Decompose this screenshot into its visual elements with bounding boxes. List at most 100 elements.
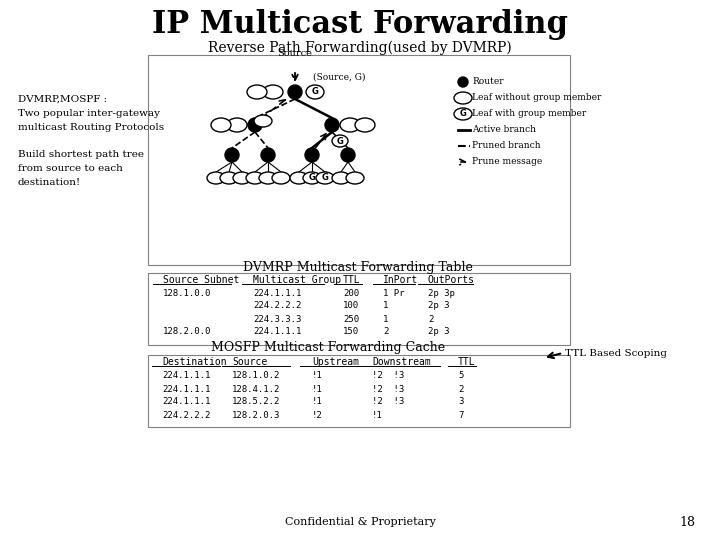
Circle shape	[288, 85, 302, 99]
Text: Source: Source	[232, 357, 267, 367]
Text: 128.2.0.3: 128.2.0.3	[232, 410, 280, 420]
Circle shape	[305, 148, 319, 162]
FancyBboxPatch shape	[148, 273, 570, 345]
Text: TTL: TTL	[343, 275, 361, 285]
Ellipse shape	[346, 172, 364, 184]
Ellipse shape	[316, 172, 334, 184]
Text: 128.5.2.2: 128.5.2.2	[232, 397, 280, 407]
Text: Leaf with group member: Leaf with group member	[472, 110, 586, 118]
Text: 224.1.1.1: 224.1.1.1	[162, 397, 210, 407]
Text: !2: !2	[312, 410, 323, 420]
Text: 1 Pr: 1 Pr	[383, 288, 405, 298]
Ellipse shape	[259, 172, 277, 184]
Ellipse shape	[246, 172, 264, 184]
Text: 7: 7	[458, 410, 464, 420]
Text: 1: 1	[383, 301, 388, 310]
Text: Pruned branch: Pruned branch	[472, 141, 541, 151]
Ellipse shape	[290, 172, 308, 184]
Text: TTL Based Scoping: TTL Based Scoping	[565, 348, 667, 357]
Text: TTL: TTL	[458, 357, 476, 367]
Text: G: G	[312, 87, 318, 97]
Ellipse shape	[272, 172, 290, 184]
Text: 224.2.2.2: 224.2.2.2	[253, 301, 302, 310]
Text: !2  !3: !2 !3	[372, 384, 404, 394]
Text: 200: 200	[343, 288, 359, 298]
Text: !1: !1	[372, 410, 383, 420]
Text: 2: 2	[383, 327, 388, 336]
Text: Build shortest path tree
from source to each
destination!: Build shortest path tree from source to …	[18, 150, 144, 187]
Text: G: G	[322, 173, 328, 183]
Ellipse shape	[454, 92, 472, 104]
Text: 128.1.0.0: 128.1.0.0	[163, 288, 212, 298]
Ellipse shape	[306, 85, 324, 99]
Text: Confidential & Proprietary: Confidential & Proprietary	[284, 517, 436, 527]
Text: DVMRP Multicast Forwarding Table: DVMRP Multicast Forwarding Table	[243, 261, 473, 274]
Text: Source Subnet: Source Subnet	[163, 275, 239, 285]
Text: Leaf without group member: Leaf without group member	[472, 93, 601, 103]
Ellipse shape	[211, 118, 231, 132]
Text: Source: Source	[278, 49, 312, 58]
Text: 128.2.0.0: 128.2.0.0	[163, 327, 212, 336]
Text: 2p 3p: 2p 3p	[428, 288, 455, 298]
Circle shape	[341, 148, 355, 162]
Ellipse shape	[454, 108, 472, 120]
Text: !1: !1	[312, 397, 323, 407]
Ellipse shape	[303, 172, 321, 184]
Ellipse shape	[263, 85, 283, 99]
Text: DVMRP,MOSPF :
Two popular inter-gateway
multicast Routing Protocols: DVMRP,MOSPF : Two popular inter-gateway …	[18, 95, 164, 132]
Text: 224.1.1.1: 224.1.1.1	[253, 288, 302, 298]
Text: 1: 1	[383, 314, 388, 323]
Text: 2p 3: 2p 3	[428, 301, 449, 310]
Text: InPort: InPort	[383, 275, 418, 285]
Text: 2: 2	[458, 384, 464, 394]
Text: 2: 2	[428, 314, 433, 323]
Text: 224.2.2.2: 224.2.2.2	[162, 410, 210, 420]
Text: 224.1.1.1: 224.1.1.1	[253, 327, 302, 336]
Text: MOSFP Multicast Forwarding Cache: MOSFP Multicast Forwarding Cache	[211, 341, 445, 354]
Ellipse shape	[227, 118, 247, 132]
Ellipse shape	[340, 118, 360, 132]
Text: 128.4.1.2: 128.4.1.2	[232, 384, 280, 394]
Text: IP Multicast Forwarding: IP Multicast Forwarding	[152, 10, 568, 40]
Text: 224.1.1.1: 224.1.1.1	[162, 370, 210, 380]
FancyBboxPatch shape	[148, 55, 570, 265]
Ellipse shape	[332, 135, 348, 147]
Text: OutPorts: OutPorts	[428, 275, 475, 285]
Text: !1: !1	[312, 384, 323, 394]
Ellipse shape	[233, 172, 251, 184]
Text: 224.3.3.3: 224.3.3.3	[253, 314, 302, 323]
Circle shape	[325, 118, 339, 132]
Ellipse shape	[247, 85, 267, 99]
Text: 2p 3: 2p 3	[428, 327, 449, 336]
Text: 250: 250	[343, 314, 359, 323]
Text: 5: 5	[458, 370, 464, 380]
Text: G: G	[459, 110, 467, 118]
Text: (Source, G): (Source, G)	[313, 72, 366, 82]
Ellipse shape	[207, 172, 225, 184]
Text: Downstream: Downstream	[372, 357, 431, 367]
Ellipse shape	[254, 115, 272, 127]
Ellipse shape	[332, 172, 350, 184]
Circle shape	[225, 148, 239, 162]
FancyBboxPatch shape	[148, 355, 570, 427]
Text: !2  !3: !2 !3	[372, 397, 404, 407]
Text: !1: !1	[312, 370, 323, 380]
Text: Prune message: Prune message	[472, 158, 542, 166]
Text: 150: 150	[343, 327, 359, 336]
Text: Reverse Path Forwarding(used by DVMRP): Reverse Path Forwarding(used by DVMRP)	[208, 41, 512, 55]
Text: Router: Router	[472, 78, 503, 86]
Text: 224.1.1.1: 224.1.1.1	[162, 384, 210, 394]
Text: !2  !3: !2 !3	[372, 370, 404, 380]
Text: 128.1.0.2: 128.1.0.2	[232, 370, 280, 380]
Circle shape	[248, 118, 262, 132]
Ellipse shape	[220, 172, 238, 184]
Circle shape	[458, 77, 468, 87]
Text: G: G	[309, 173, 315, 183]
Text: Destination: Destination	[162, 357, 227, 367]
Text: 100: 100	[343, 301, 359, 310]
Text: Active branch: Active branch	[472, 125, 536, 134]
Text: G: G	[336, 137, 343, 145]
Ellipse shape	[355, 118, 375, 132]
Text: Multicast Group: Multicast Group	[253, 275, 341, 285]
Text: 3: 3	[458, 397, 464, 407]
